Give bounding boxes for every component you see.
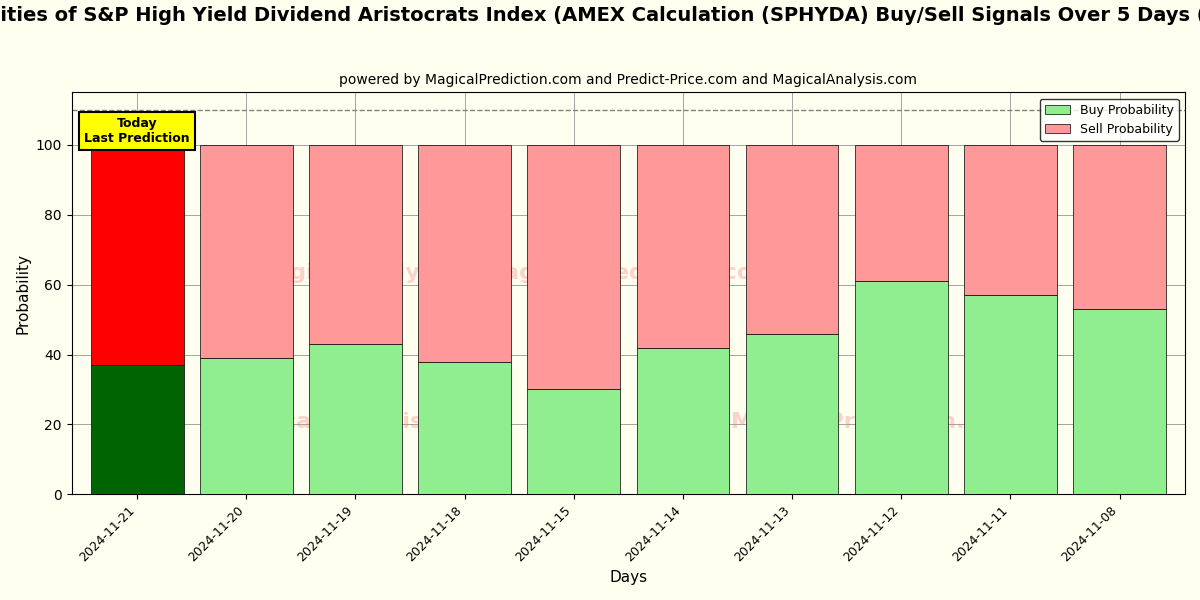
Title: powered by MagicalPrediction.com and Predict-Price.com and MagicalAnalysis.com: powered by MagicalPrediction.com and Pre… bbox=[340, 73, 917, 87]
Bar bbox=[419, 145, 511, 362]
Bar bbox=[636, 347, 730, 494]
Bar bbox=[527, 389, 620, 494]
Text: calAnalysis.com: calAnalysis.com bbox=[283, 412, 484, 432]
Bar bbox=[636, 145, 730, 347]
Bar bbox=[91, 365, 184, 494]
Bar bbox=[527, 145, 620, 389]
Bar bbox=[91, 145, 184, 365]
Bar bbox=[200, 145, 293, 358]
Bar bbox=[200, 358, 293, 494]
Text: Today
Last Prediction: Today Last Prediction bbox=[84, 117, 190, 145]
Text: MagicalAnalysis.com: MagicalAnalysis.com bbox=[253, 263, 514, 283]
Y-axis label: Probability: Probability bbox=[16, 253, 30, 334]
Bar bbox=[310, 145, 402, 344]
Bar bbox=[1073, 309, 1166, 494]
Bar bbox=[310, 344, 402, 494]
Bar bbox=[964, 295, 1057, 494]
Bar bbox=[964, 145, 1057, 295]
Bar bbox=[745, 145, 839, 334]
Legend: Buy Probability, Sell Probability: Buy Probability, Sell Probability bbox=[1040, 98, 1178, 141]
Bar bbox=[1073, 145, 1166, 309]
Text: Probabilities of S&P High Yield Dividend Aristocrats Index (AMEX Calculation (SP: Probabilities of S&P High Yield Dividend… bbox=[0, 6, 1200, 25]
Text: MagicalIPrediction.com: MagicalIPrediction.com bbox=[481, 263, 775, 283]
Bar bbox=[854, 145, 948, 281]
Text: MagicalPrediction.com: MagicalPrediction.com bbox=[731, 412, 1016, 432]
X-axis label: Days: Days bbox=[610, 570, 647, 585]
Bar bbox=[419, 362, 511, 494]
Bar bbox=[745, 334, 839, 494]
Bar bbox=[854, 281, 948, 494]
